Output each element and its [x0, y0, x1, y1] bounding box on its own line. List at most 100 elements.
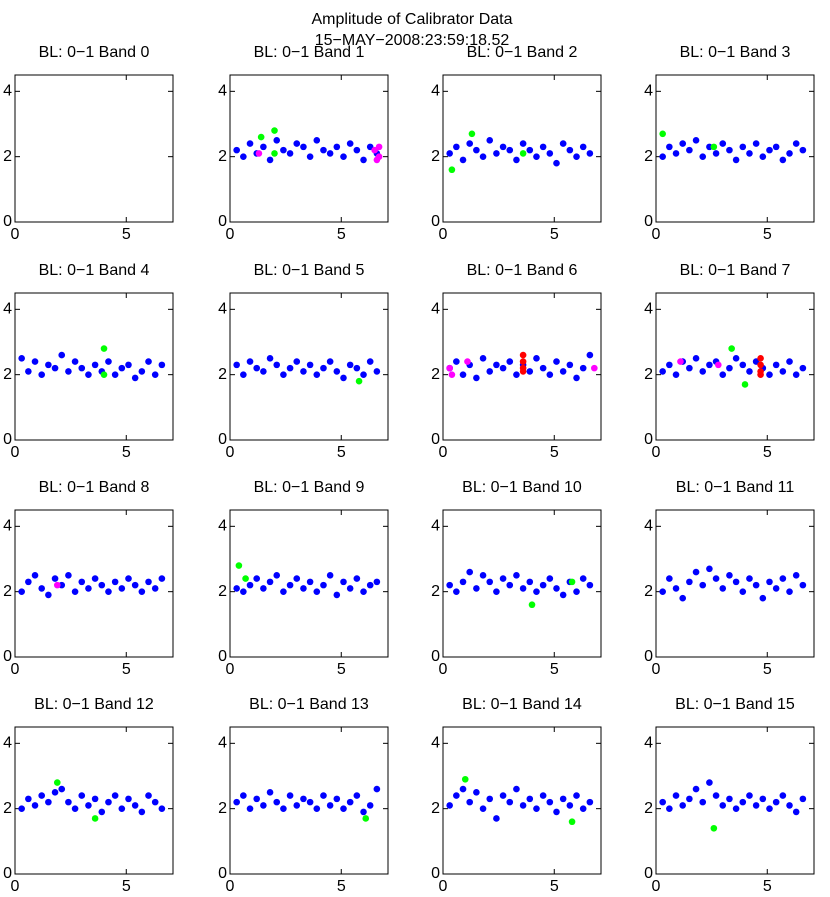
point: [786, 802, 793, 809]
point: [260, 368, 267, 375]
point: [151, 798, 159, 806]
point: [526, 578, 534, 586]
point: [138, 588, 146, 595]
point: [260, 143, 267, 151]
point: [686, 795, 693, 803]
subplot-title: BL: 0−1 Band 9: [254, 479, 365, 496]
x-tick-label: 5: [763, 226, 772, 243]
figure-title: Amplitude of Calibrator Data: [312, 11, 513, 28]
point: [486, 578, 494, 586]
point: [679, 140, 687, 147]
point: [360, 371, 367, 378]
point: [739, 361, 747, 369]
plot-frame: [655, 292, 815, 441]
point: [679, 802, 687, 809]
point: [757, 361, 764, 369]
point: [473, 146, 480, 154]
point: [539, 792, 547, 799]
point: [766, 146, 773, 154]
plot-frame: [442, 74, 602, 223]
point: [91, 575, 99, 582]
point: [25, 368, 32, 375]
point: [539, 364, 547, 372]
y-tick-label: 4: [644, 735, 653, 752]
point: [145, 358, 152, 365]
plot-frame: [655, 509, 815, 658]
point: [235, 562, 243, 569]
point: [453, 792, 460, 799]
point: [271, 150, 278, 157]
point: [273, 361, 281, 369]
point: [111, 792, 119, 799]
y-tick-label: 4: [218, 301, 227, 318]
point: [286, 792, 294, 799]
point: [506, 581, 514, 589]
point: [333, 143, 341, 151]
point: [280, 805, 287, 812]
point: [466, 140, 474, 147]
y-tick-label: 0: [218, 648, 227, 665]
y-tick-label: 4: [644, 518, 653, 535]
point: [300, 795, 307, 803]
subplot-title: BL: 0−1 Band 14: [462, 696, 582, 713]
point: [78, 578, 86, 586]
y-tick-label: 4: [431, 301, 440, 318]
x-tick-label: 0: [226, 444, 235, 461]
point: [553, 358, 560, 365]
point: [145, 578, 152, 586]
x-tick-label: 5: [122, 226, 131, 243]
point: [459, 785, 467, 793]
point: [373, 368, 381, 375]
point: [519, 140, 527, 147]
point: [266, 578, 274, 586]
point: [233, 585, 240, 592]
point: [706, 779, 713, 786]
point: [346, 585, 354, 592]
y-tick-label: 0: [431, 865, 440, 882]
point: [799, 364, 807, 372]
y-tick-label: 4: [3, 735, 12, 752]
point: [715, 361, 722, 369]
point: [710, 143, 718, 151]
point: [266, 355, 274, 362]
point: [573, 153, 580, 160]
point: [766, 805, 773, 812]
point: [712, 575, 720, 582]
point: [131, 581, 139, 589]
y-tick-label: 0: [431, 431, 440, 448]
plot-frame: [14, 509, 174, 658]
y-tick-label: 0: [431, 213, 440, 230]
point: [355, 377, 363, 385]
y-tick-label: 2: [431, 583, 440, 600]
point: [25, 795, 32, 803]
point: [313, 805, 321, 812]
point: [373, 156, 381, 164]
point: [519, 358, 527, 365]
figure-subtitle: 15−MAY−2008:23:59:18.52: [315, 32, 510, 49]
point: [31, 572, 39, 579]
point: [686, 146, 693, 154]
point: [240, 792, 247, 799]
point: [792, 140, 800, 147]
y-tick-label: 4: [644, 301, 653, 318]
point: [506, 798, 514, 806]
x-tick-label: 0: [439, 878, 448, 895]
point: [786, 358, 793, 365]
y-tick-label: 2: [431, 366, 440, 383]
point: [692, 137, 700, 144]
point: [18, 355, 25, 362]
x-tick-label: 0: [226, 878, 235, 895]
point: [353, 146, 361, 154]
point: [448, 371, 456, 378]
point: [293, 358, 301, 365]
point: [45, 591, 52, 599]
point: [125, 575, 132, 582]
point: [246, 140, 254, 147]
point: [566, 146, 574, 154]
point: [686, 364, 693, 372]
point: [98, 808, 106, 816]
point: [446, 581, 453, 589]
point: [300, 368, 307, 375]
point: [519, 351, 527, 359]
point: [461, 775, 469, 783]
